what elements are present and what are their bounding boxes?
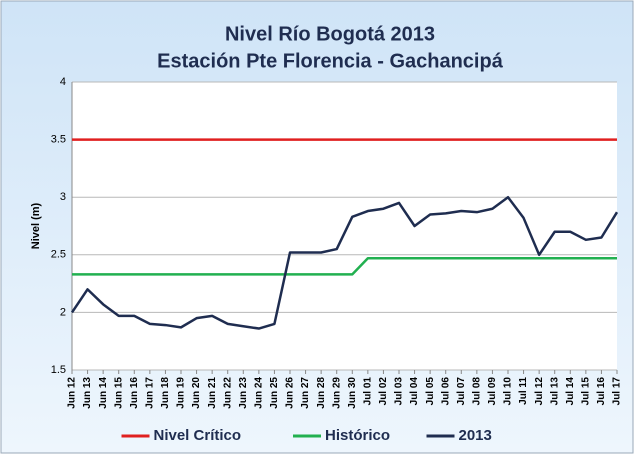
x-tick-label: Jun 21 (207, 377, 218, 409)
y-axis-label: Nivel (m) (30, 202, 42, 249)
chart-title: Nivel Río Bogotá 2013 (225, 23, 435, 45)
x-tick-label: Jun 20 (191, 377, 202, 409)
chart-subtitle: Estación Pte Florencia - Gachancipá (157, 50, 504, 72)
x-tick-label: Jul 14 (565, 377, 576, 406)
x-tick-label: Jul 03 (394, 377, 405, 406)
y-tick-label: 3 (60, 191, 66, 203)
series-line (70, 195, 619, 330)
x-tick-label: Jul 10 (503, 377, 514, 406)
x-tick-label: Jun 12 (67, 377, 78, 409)
series-line (72, 257, 617, 276)
x-tick-label: Jul 15 (580, 377, 591, 406)
x-tick-label: Jun 23 (238, 377, 249, 409)
x-tick-label: Jun 29 (331, 377, 342, 409)
y-tick-label: 2.5 (51, 249, 66, 261)
y-tick-label: 1.5 (51, 364, 66, 376)
x-tick-label: Jul 13 (549, 377, 560, 406)
x-tick-label: Jun 15 (113, 377, 124, 409)
x-tick-label: Jun 25 (269, 377, 280, 409)
x-tick-label: Jun 16 (129, 377, 140, 409)
legend-label: 2013 (459, 427, 492, 444)
x-tick-label: Jul 02 (378, 377, 389, 406)
x-tick-label: Jun 22 (222, 377, 233, 409)
x-tick-label: Jun 28 (316, 377, 327, 409)
y-tick-label: 3.5 (51, 134, 66, 146)
x-tick-label: Jul 17 (612, 377, 623, 406)
x-tick-label: Jun 17 (144, 377, 155, 409)
x-tick-label: Jun 14 (98, 377, 109, 409)
legend-label: Histórico (325, 427, 390, 444)
x-tick-label: Jul 05 (425, 377, 436, 406)
x-tick-label: Jul 01 (362, 377, 373, 406)
x-tick-label: Jun 13 (82, 377, 93, 409)
x-tick-label: Jul 11 (518, 377, 529, 405)
x-tick-label: Jun 19 (176, 377, 187, 409)
plot-area (72, 82, 617, 370)
y-tick-label: 2 (60, 306, 66, 318)
x-tick-label: Jun 27 (300, 377, 311, 409)
x-tick-label: Jul 07 (456, 377, 467, 406)
x-tick-label: Jun 18 (160, 377, 171, 409)
x-tick-label: Jul 09 (487, 377, 498, 406)
x-tick-label: Jun 26 (285, 377, 296, 409)
x-tick-label: Jul 16 (596, 377, 607, 406)
x-tick-label: Jul 12 (534, 377, 545, 406)
legend-label: Nivel Crítico (154, 427, 242, 444)
x-tick-label: Jun 30 (347, 377, 358, 409)
x-tick-label: Jul 06 (440, 377, 451, 406)
x-tick-label: Jun 24 (253, 377, 264, 409)
x-tick-label: Jul 08 (471, 377, 482, 406)
y-tick-label: 4 (60, 76, 66, 88)
x-tick-label: Jul 04 (409, 377, 420, 406)
